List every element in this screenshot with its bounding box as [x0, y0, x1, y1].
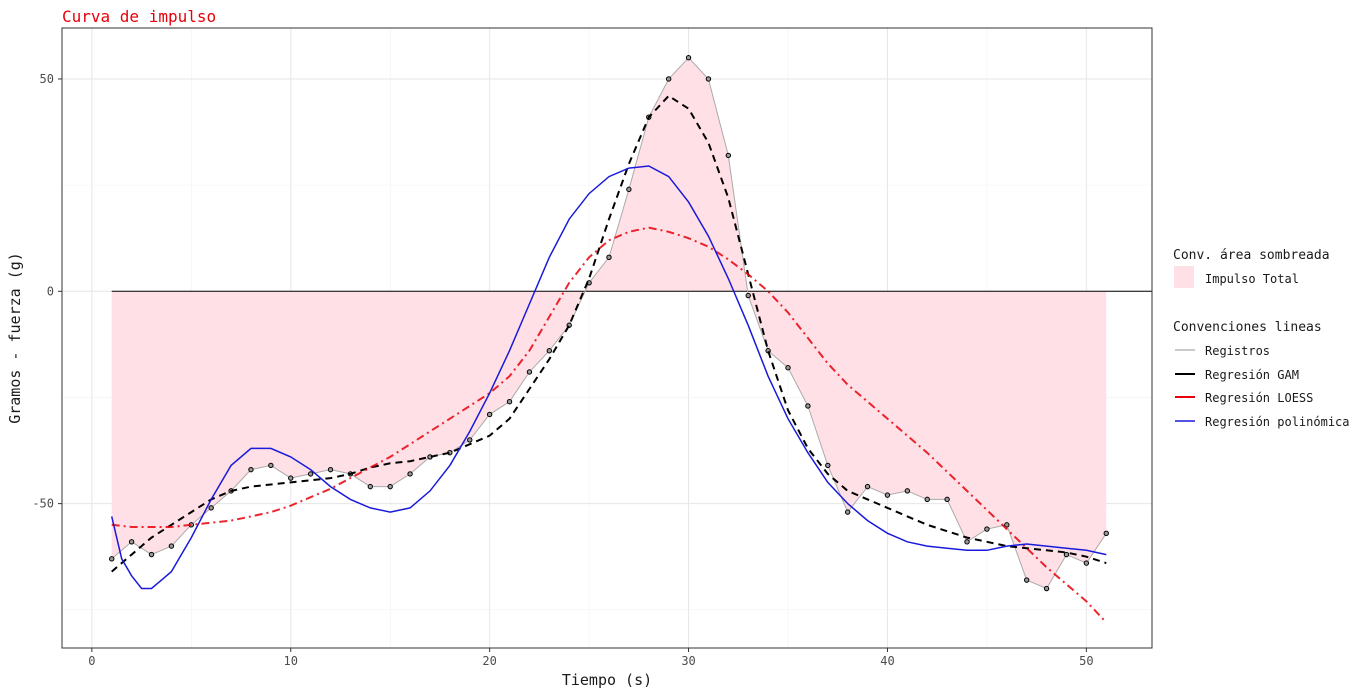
legend-area-title: Conv. área sombreada: [1173, 248, 1330, 263]
registro-point: [984, 526, 990, 532]
y-axis: -50 0 50: [32, 72, 62, 511]
registro-point: [367, 483, 374, 490]
x-tick-label: 40: [880, 654, 894, 668]
registro-point: [705, 76, 712, 82]
registro-point: [1043, 585, 1050, 592]
registro-point: [1023, 577, 1030, 583]
chart-title: Curva de impulso: [62, 7, 216, 26]
registro-point: [1103, 530, 1109, 537]
registro-point: [208, 505, 214, 511]
series-loess-line: [111, 226, 1108, 624]
registro-point: [407, 471, 413, 477]
registro-point: [327, 466, 334, 473]
registro-point: [884, 492, 891, 498]
legend: Conv. área sombreada Impulso Total Conve…: [1173, 248, 1350, 429]
registro-point: [506, 398, 513, 405]
legend-label-poly: Regresión polinómica: [1205, 415, 1350, 429]
registro-point: [665, 76, 672, 82]
legend-label-gam: Regresión GAM: [1205, 368, 1299, 382]
registro-point: [745, 292, 751, 299]
registro-point: [387, 483, 393, 490]
y-tick-label: 50: [40, 72, 54, 86]
legend-lines-title: Convenciones lineas: [1173, 320, 1322, 335]
legend-area-label: Impulso Total: [1205, 272, 1299, 286]
registro-point: [964, 539, 970, 545]
registro-point: [864, 483, 871, 490]
registro-point: [685, 55, 692, 61]
registro-point: [904, 488, 911, 494]
impulse-area: [111, 57, 1107, 589]
plot-border: [61, 27, 1153, 649]
registro-point: [944, 496, 950, 503]
y-tick-label: -50: [32, 497, 54, 511]
registro-point: [148, 551, 155, 558]
registro-point: [825, 462, 831, 469]
x-tick-label: 20: [482, 654, 496, 668]
legend-label-loess: Regresión LOESS: [1205, 391, 1313, 405]
y-axis-title: Gramos - fuerza (g): [6, 252, 24, 424]
registro-point: [486, 411, 493, 418]
x-tick-label: 10: [284, 654, 298, 668]
legend-area-key: [1174, 266, 1194, 288]
registro-point: [546, 348, 553, 354]
registro-point: [606, 254, 612, 261]
registro-point: [924, 496, 930, 503]
series-gam-line: [111, 94, 1107, 573]
registro-point: [268, 462, 274, 469]
x-axis: 0 10 20 30 40 50: [88, 648, 1094, 668]
y-tick-label: 0: [47, 284, 54, 298]
registro-point: [467, 437, 473, 443]
registro-point: [168, 543, 175, 549]
registro-point: [626, 186, 632, 193]
registro-point: [288, 475, 294, 481]
x-tick-label: 0: [88, 654, 95, 668]
x-axis-title: Tiempo (s): [562, 671, 652, 689]
registro-point: [128, 539, 135, 545]
registro-point: [805, 403, 811, 409]
x-tick-label: 30: [681, 654, 695, 668]
registro-point: [1004, 522, 1010, 528]
legend-label-registros: Registros: [1205, 344, 1270, 358]
registro-point: [1063, 551, 1070, 558]
series-poly-line: [110, 165, 1107, 590]
x-tick-label: 50: [1079, 654, 1093, 668]
registro-point: [307, 471, 314, 477]
registro-point: [1083, 560, 1090, 566]
registro-point: [109, 556, 115, 562]
registro-point: [785, 365, 791, 371]
registro-point: [248, 466, 254, 473]
registro-point: [526, 369, 533, 375]
registro-point: [725, 152, 732, 159]
registro-point: [844, 509, 851, 515]
